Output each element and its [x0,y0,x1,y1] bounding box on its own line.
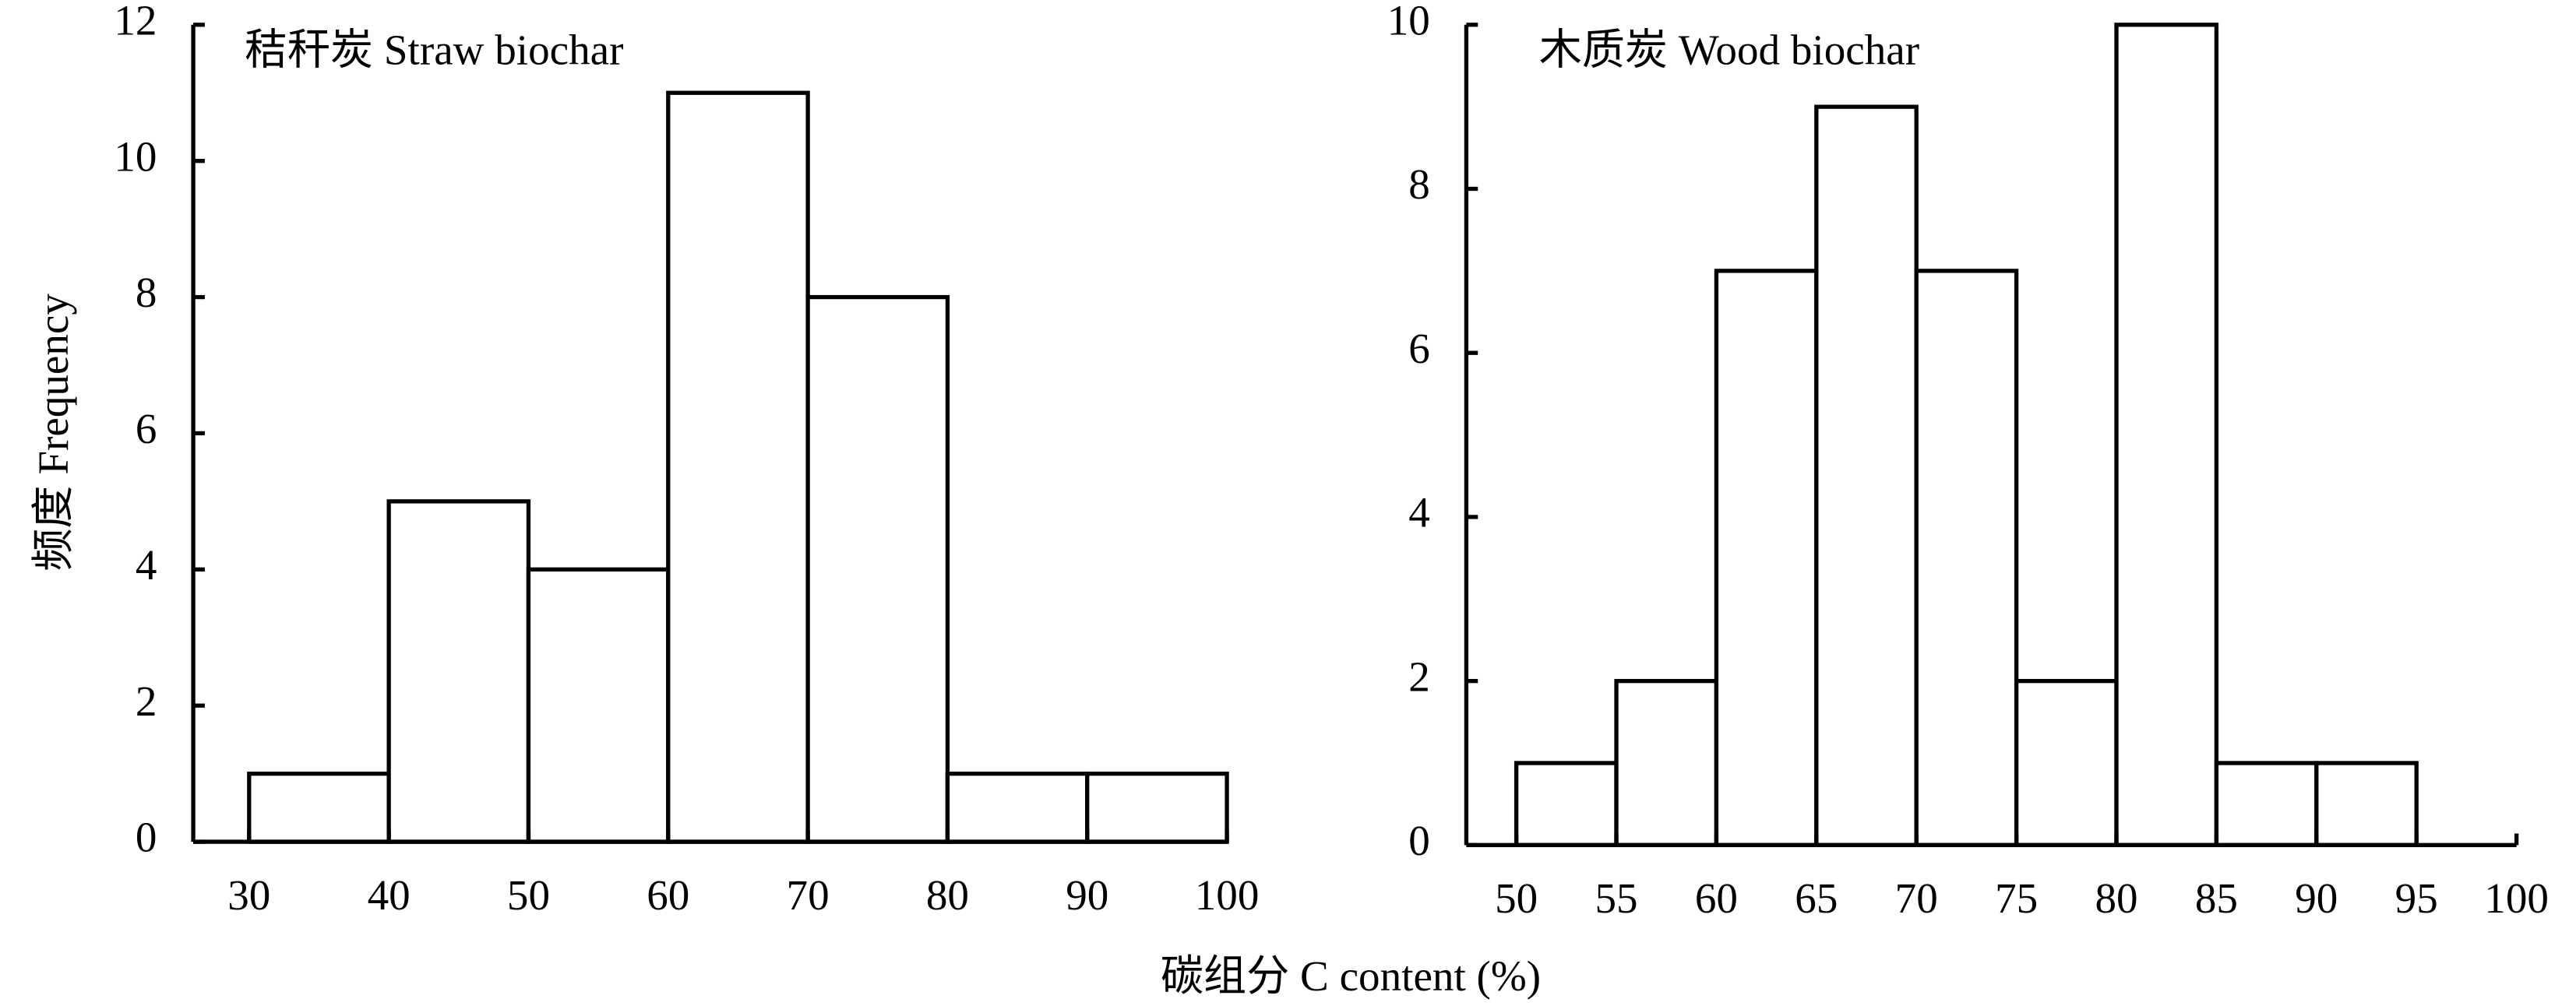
x-tick-label: 70 [787,871,830,919]
y-tick-label: 2 [1408,652,1430,700]
x-tick-label: 75 [1995,874,2038,922]
chart-title: 秸秆炭 Straw biochar [245,26,624,74]
x-tick-label: 80 [2095,874,2137,922]
bar [386,499,531,844]
bar [1814,104,1919,847]
x-tick-label: 100 [1195,871,1260,919]
x-tick-label: 70 [1895,874,1938,922]
x-tick-label: 60 [1695,874,1738,922]
x-tick-label: 85 [2195,874,2238,922]
x-axis-label: 碳组分 C content (%) [1161,952,1541,1000]
bar [1714,269,1819,847]
x-tick-label: 30 [227,871,270,919]
bar [945,771,1090,844]
bar [1085,771,1229,844]
y-tick-label: 10 [114,132,157,180]
y-tick-label: 8 [1408,160,1430,208]
x-tick-label: 55 [1595,874,1637,922]
x-tick-label: 60 [647,871,689,919]
bar [2114,23,2219,847]
bar [2214,761,2319,847]
y-axis-label: 频度 Frequency [30,294,77,572]
bar [1514,761,1619,847]
x-tick-label: 100 [2484,874,2549,922]
x-tick-label: 90 [1066,871,1108,919]
x-tick-label: 90 [2295,874,2338,922]
x-tick-label: 50 [507,871,550,919]
y-tick-label: 0 [136,814,157,861]
bar [805,294,950,844]
y-tick-label: 4 [136,541,157,589]
x-tick-label: 95 [2395,874,2438,922]
y-tick-label: 8 [136,269,157,316]
y-tick-label: 10 [1387,0,1430,44]
y-tick-label: 2 [136,677,157,725]
bar [2314,761,2419,847]
y-tick-label: 4 [1408,489,1430,536]
bar [2014,678,2119,847]
y-tick-label: 6 [1408,325,1430,372]
bar [526,567,671,844]
x-tick-label: 40 [368,871,411,919]
y-tick-label: 0 [1408,817,1430,864]
x-tick-label: 80 [926,871,969,919]
bar [1614,678,1719,847]
chart-title: 木质炭 Wood biochar [1539,26,1919,74]
y-tick-label: 6 [136,405,157,452]
bar [666,90,810,844]
bar [1914,269,2019,847]
y-tick-label: 12 [114,0,157,44]
bar [247,771,391,844]
x-tick-label: 65 [1795,874,1838,922]
x-tick-label: 50 [1495,874,1538,922]
